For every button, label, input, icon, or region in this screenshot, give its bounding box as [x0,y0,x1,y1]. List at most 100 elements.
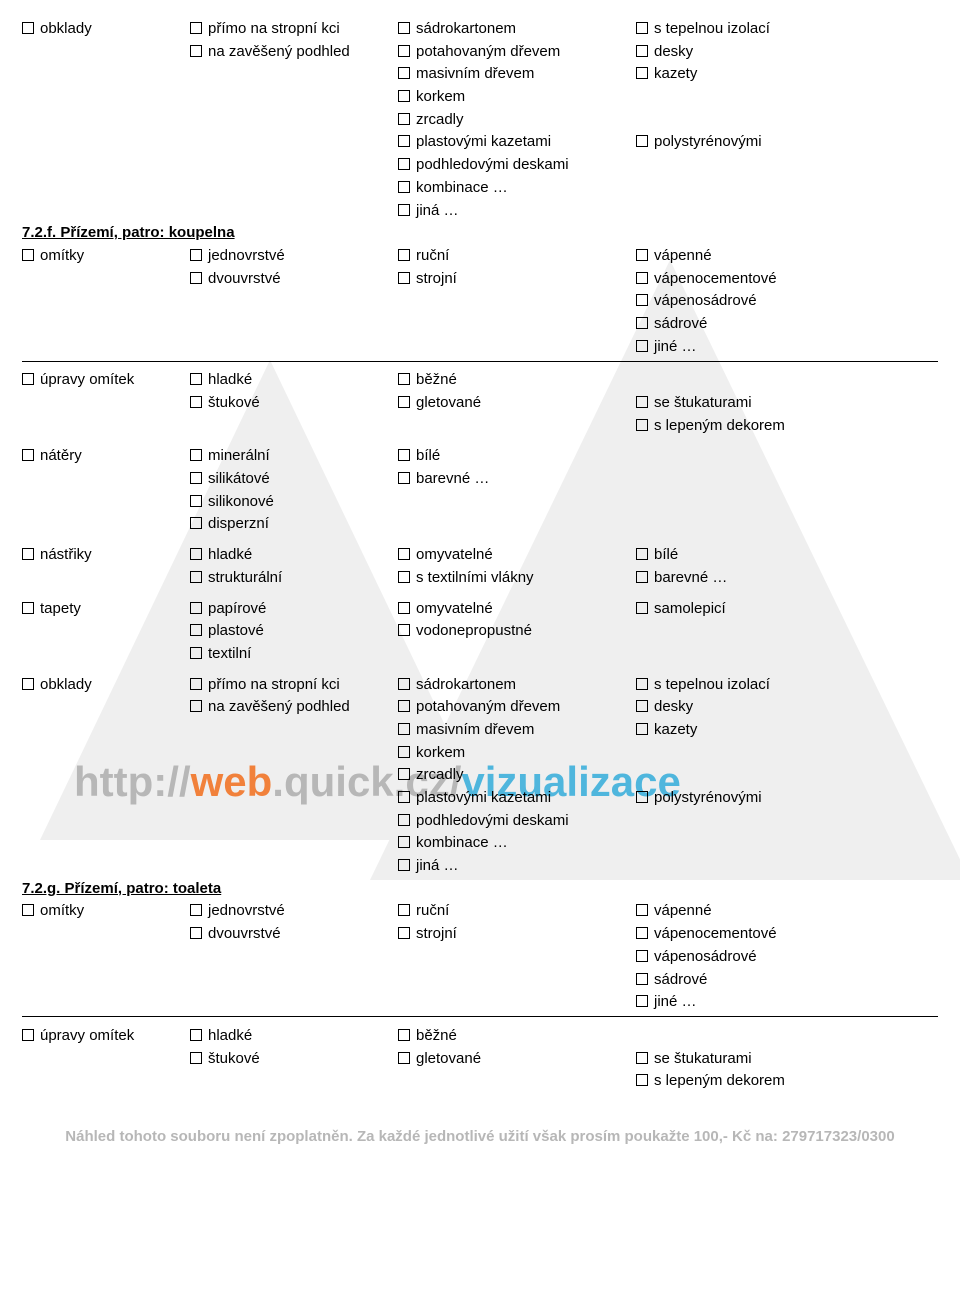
checkbox-icon[interactable] [190,624,202,636]
checkbox-icon[interactable] [398,624,410,636]
checkbox-icon[interactable] [190,22,202,34]
checkbox-icon[interactable] [190,249,202,261]
checkbox-icon[interactable] [636,678,648,690]
checkbox-icon[interactable] [190,449,202,461]
checkbox-icon[interactable] [636,927,648,939]
label: jiné … [654,338,697,355]
checkbox-icon[interactable] [636,700,648,712]
checkbox-icon[interactable] [398,700,410,712]
checkbox-icon[interactable] [398,449,410,461]
checkbox-icon[interactable] [190,472,202,484]
label: potahovaným dřevem [416,698,560,715]
checkbox-icon[interactable] [190,700,202,712]
checkbox-icon[interactable] [190,396,202,408]
checkbox-icon[interactable] [636,419,648,431]
label: potahovaným dřevem [416,43,560,60]
checkbox-icon[interactable] [190,548,202,560]
checkbox-icon[interactable] [190,517,202,529]
checkbox-icon[interactable] [398,472,410,484]
checkbox-icon[interactable] [636,272,648,284]
checkbox-icon[interactable] [398,791,410,803]
checkbox-icon[interactable] [398,113,410,125]
checkbox-icon[interactable] [398,22,410,34]
checkbox-icon[interactable] [22,249,34,261]
label: obklady [40,676,92,693]
checkbox-icon[interactable] [398,723,410,735]
checkbox-icon[interactable] [190,647,202,659]
label: strukturální [208,569,282,586]
checkbox-icon[interactable] [636,294,648,306]
checkbox-icon[interactable] [398,90,410,102]
checkbox-icon[interactable] [636,950,648,962]
label: papírové [208,600,266,617]
checkbox-icon[interactable] [398,181,410,193]
checkbox-icon[interactable] [22,548,34,560]
checkbox-icon[interactable] [22,904,34,916]
checkbox-icon[interactable] [22,373,34,385]
checkbox-icon[interactable] [636,571,648,583]
checkbox-icon[interactable] [22,602,34,614]
checkbox-icon[interactable] [398,836,410,848]
checkbox-icon[interactable] [398,249,410,261]
checkbox-icon[interactable] [636,995,648,1007]
checkbox-icon[interactable] [190,1052,202,1064]
checkbox-icon[interactable] [190,927,202,939]
checkbox-icon[interactable] [636,22,648,34]
checkbox-icon[interactable] [636,1052,648,1064]
checkbox-icon[interactable] [190,1029,202,1041]
label: omítky [40,247,84,264]
checkbox-icon[interactable] [636,135,648,147]
label: běžné [416,1027,457,1044]
checkbox-icon[interactable] [398,678,410,690]
checkbox-icon[interactable] [22,678,34,690]
checkbox-icon[interactable] [22,22,34,34]
checkbox-icon[interactable] [398,571,410,583]
checkbox-icon[interactable] [190,373,202,385]
checkbox-icon[interactable] [190,904,202,916]
checkbox-icon[interactable] [636,602,648,614]
checkbox-icon[interactable] [636,548,648,560]
checkbox-icon[interactable] [398,272,410,284]
checkbox-icon[interactable] [398,768,410,780]
label: dvouvrstvé [208,270,281,287]
checkbox-icon[interactable] [636,67,648,79]
checkbox-icon[interactable] [398,135,410,147]
checkbox-icon[interactable] [398,1029,410,1041]
checkbox-icon[interactable] [398,1052,410,1064]
label: s tepelnou izolací [654,676,770,693]
label: textilní [208,645,251,662]
checkbox-icon[interactable] [190,495,202,507]
checkbox-icon[interactable] [190,45,202,57]
checkbox-icon[interactable] [398,67,410,79]
checkbox-icon[interactable] [190,272,202,284]
checkbox-icon[interactable] [636,791,648,803]
label: vápenosádrové [654,292,757,309]
checkbox-icon[interactable] [636,723,648,735]
checkbox-icon[interactable] [190,678,202,690]
checkbox-icon[interactable] [398,904,410,916]
label: jednovrstvé [208,247,285,264]
checkbox-icon[interactable] [398,927,410,939]
checkbox-icon[interactable] [398,859,410,871]
checkbox-icon[interactable] [398,204,410,216]
checkbox-icon[interactable] [636,317,648,329]
checkbox-icon[interactable] [22,1029,34,1041]
checkbox-icon[interactable] [398,746,410,758]
checkbox-icon[interactable] [636,904,648,916]
checkbox-icon[interactable] [398,814,410,826]
checkbox-icon[interactable] [398,373,410,385]
checkbox-icon[interactable] [636,45,648,57]
checkbox-icon[interactable] [398,548,410,560]
checkbox-icon[interactable] [636,249,648,261]
checkbox-icon[interactable] [398,602,410,614]
checkbox-icon[interactable] [636,396,648,408]
checkbox-icon[interactable] [190,571,202,583]
checkbox-icon[interactable] [636,1074,648,1086]
checkbox-icon[interactable] [190,602,202,614]
checkbox-icon[interactable] [398,45,410,57]
checkbox-icon[interactable] [398,396,410,408]
checkbox-icon[interactable] [22,449,34,461]
checkbox-icon[interactable] [398,158,410,170]
checkbox-icon[interactable] [636,340,648,352]
checkbox-icon[interactable] [636,973,648,985]
